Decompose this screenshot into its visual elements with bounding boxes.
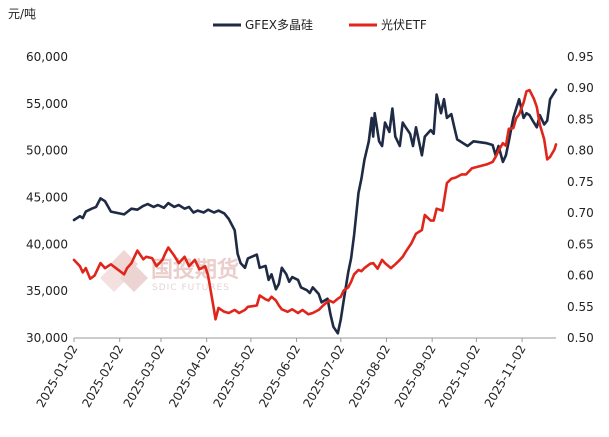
legend-label-polysilicon: GFEX多晶硅 — [245, 18, 313, 32]
axes-layer: 30,000 35,000 40,000 45,000 50,000 55,000 60,0… — [26, 50, 594, 410]
left-tick-label: 45,000 — [26, 191, 68, 205]
right-tick-label: 0.70 — [567, 206, 594, 220]
series-layer — [72, 88, 558, 335]
x-tick-label: 2025-08-02 — [346, 343, 393, 410]
left-tick-label: 60,000 — [26, 50, 68, 64]
x-tick-label: 2025-10-02 — [436, 343, 483, 410]
left-tick-label: 30,000 — [26, 331, 68, 345]
left-tick-label: 40,000 — [26, 237, 68, 251]
series-line-pv-etf — [72, 88, 558, 321]
left-tick-label: 35,000 — [26, 284, 68, 298]
right-tick-label: 0.80 — [567, 144, 594, 158]
right-tick-label: 0.65 — [567, 237, 594, 251]
watermark-subtext: SDIC FUTURES — [152, 283, 230, 293]
x-tick-label: 2025-06-02 — [256, 343, 303, 410]
right-tick-label: 0.75 — [567, 175, 594, 189]
x-tick-label: 2025-01-02 — [34, 343, 81, 410]
right-tick-label: 0.60 — [567, 269, 594, 283]
right-tick-label: 0.90 — [567, 81, 594, 95]
right-tick-label: 0.50 — [567, 331, 594, 345]
left-tick-label: 55,000 — [26, 97, 68, 111]
right-tick-label: 0.95 — [567, 50, 594, 64]
legend: GFEX多晶硅 光伏ETF — [213, 18, 427, 32]
x-tick-label: 2025-09-02 — [392, 343, 439, 410]
x-tick-label: 2025-03-02 — [121, 343, 168, 410]
x-tick-label: 2025-04-02 — [166, 343, 213, 410]
left-tick-label: 50,000 — [26, 144, 68, 158]
legend-label-pv-etf: 光伏ETF — [381, 18, 427, 32]
x-tick-label: 2025-07-02 — [300, 343, 347, 410]
x-tick-label: 2025-05-02 — [210, 343, 257, 410]
x-tick-label: 2025-02-02 — [79, 343, 126, 410]
left-axis-unit-label: 元/吨 — [8, 7, 36, 21]
right-tick-label: 0.85 — [567, 112, 594, 126]
right-tick-label: 0.55 — [567, 300, 594, 314]
series-line-polysilicon — [72, 88, 558, 335]
x-tick-label: 2025-11-02 — [482, 343, 529, 410]
